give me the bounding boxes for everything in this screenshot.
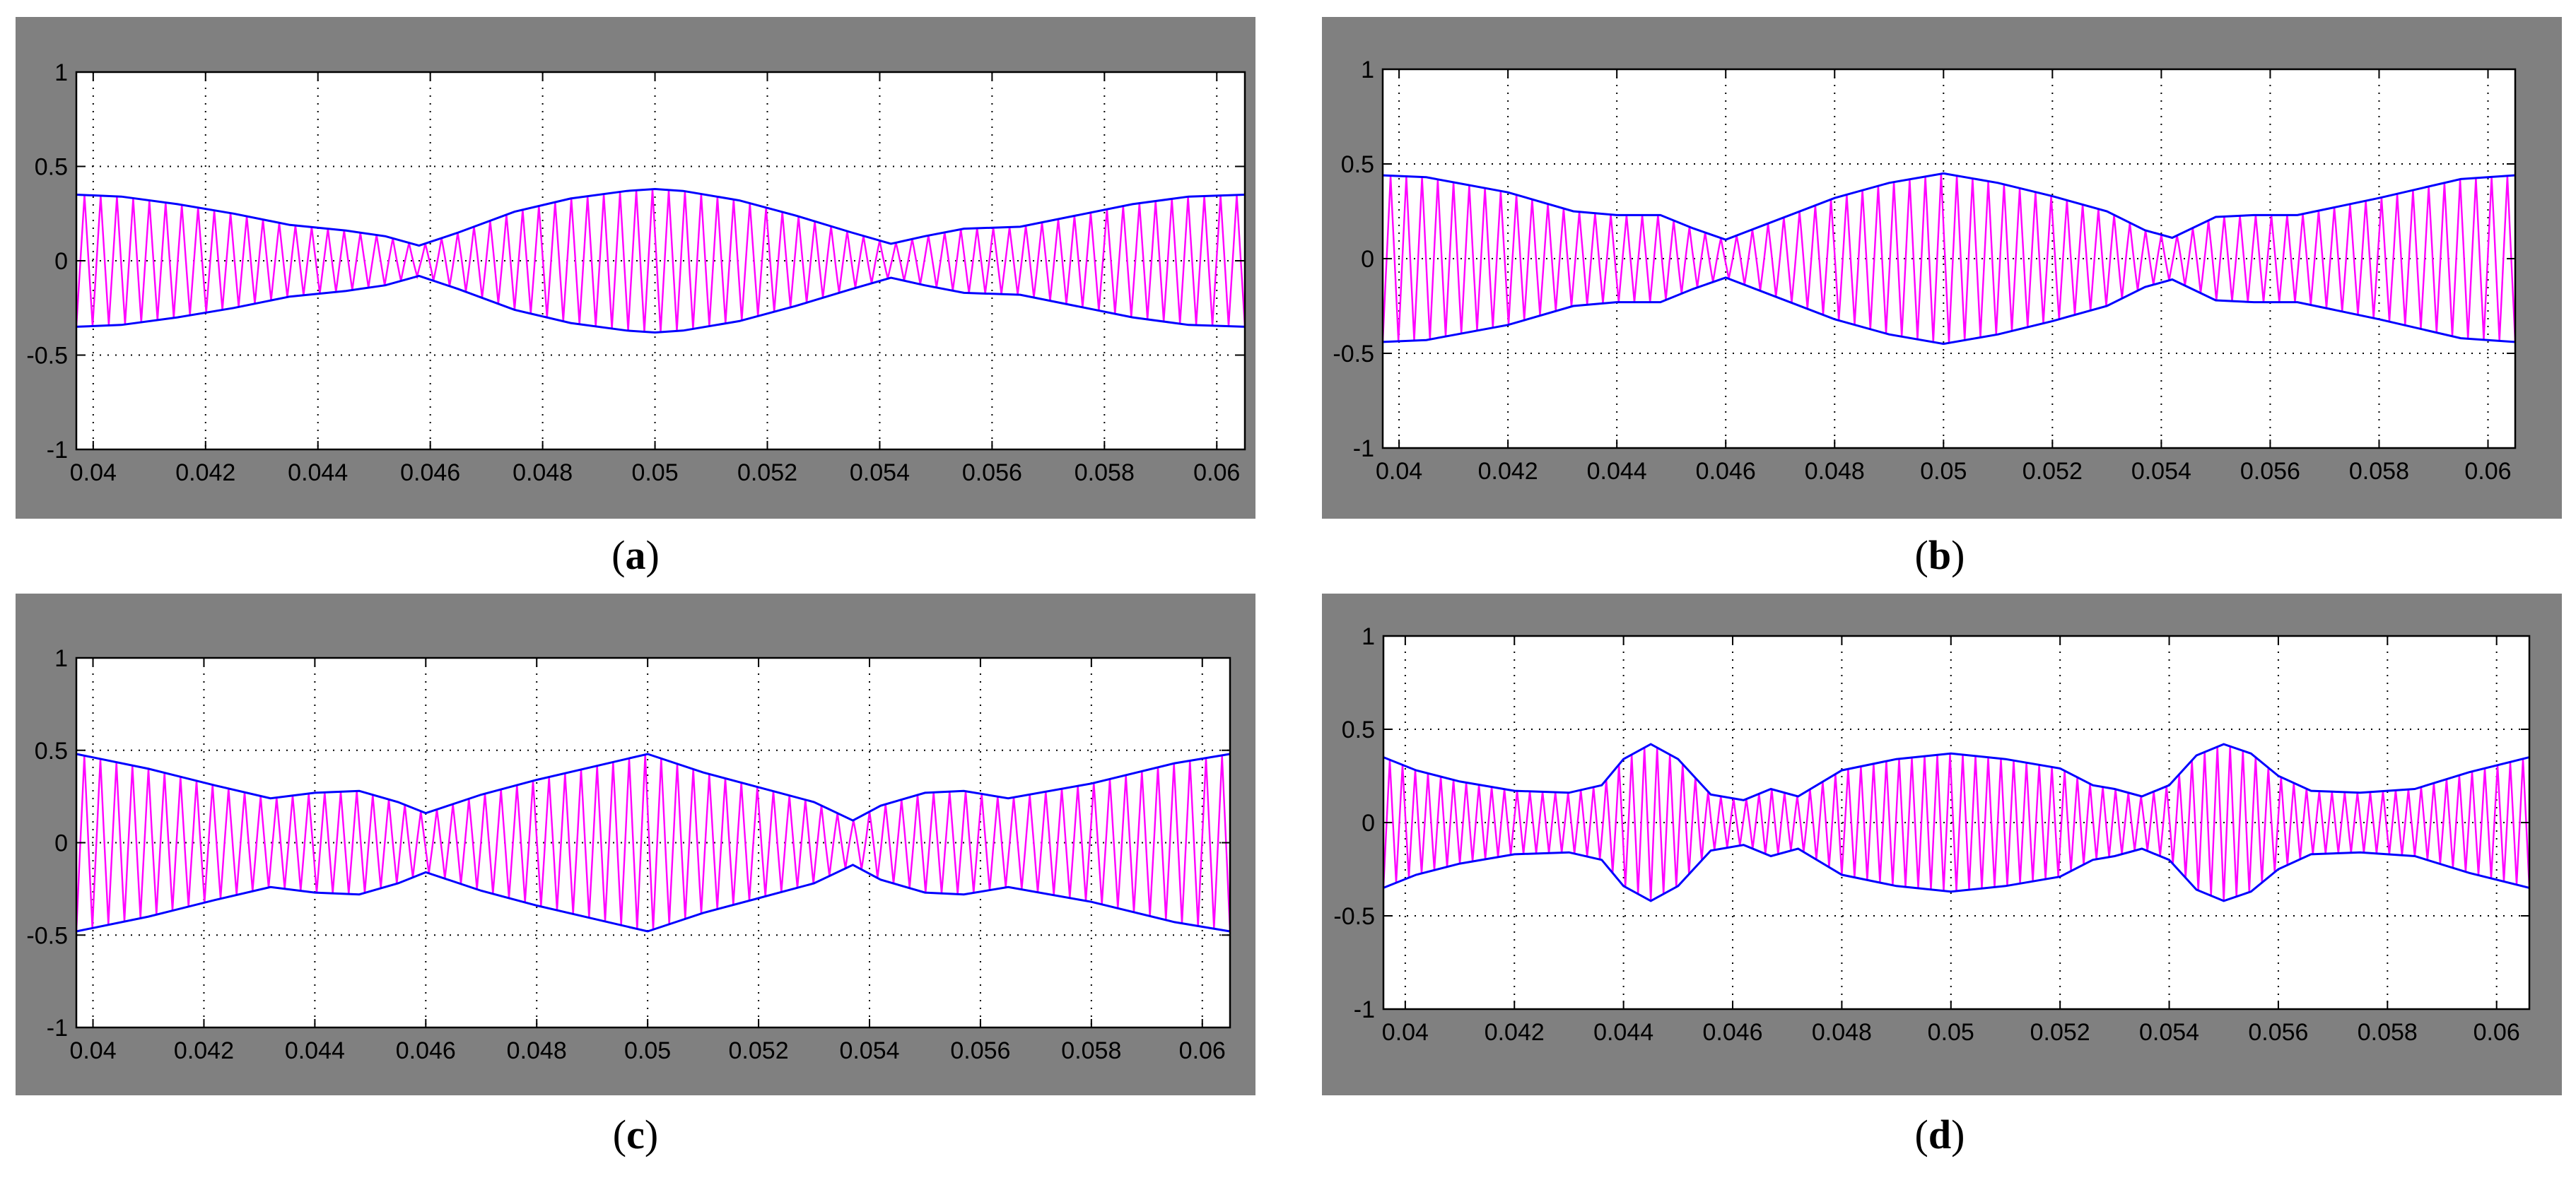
caption-a-letter: a [625, 532, 646, 578]
y-tick-label: 1 [54, 59, 68, 86]
x-tick-label: 0.042 [174, 1037, 234, 1064]
x-tick-label: 0.048 [507, 1037, 567, 1064]
y-tick-label: 1 [54, 645, 68, 672]
x-tick-label: 0.056 [950, 1037, 1010, 1064]
x-tick-label: 0.042 [175, 459, 235, 486]
x-tick-label: 0.052 [2022, 458, 2083, 485]
y-tick-label: -0.5 [26, 343, 68, 370]
x-tick-label: 0.058 [2349, 458, 2409, 485]
x-tick-label: 0.044 [1587, 458, 1647, 485]
caption-d: (d) [1914, 1112, 1965, 1158]
y-tick-label: 0.5 [1341, 151, 1374, 178]
x-tick-label: 0.052 [737, 459, 797, 486]
x-tick-label: 0.058 [1061, 1037, 1121, 1064]
chart-c: 0.04 0.042 0.044 0.046 0.048 0.05 0.052 0.054 0.… [26, 645, 1231, 1064]
x-tick-label: 0.06 [2464, 458, 2511, 485]
x-tick-label: 0.048 [1805, 458, 1865, 485]
figure-panel-b: 0.04 0.042 0.044 0.046 0.048 0.05 0.052 0.054 0.… [1322, 17, 2562, 519]
x-tick-label: 0.06 [1193, 459, 1240, 486]
caption-c-letter: c [626, 1112, 645, 1158]
x-tick-label: 0.042 [1485, 1019, 1545, 1046]
plot-area [1383, 636, 2529, 1009]
caption-d-letter: d [1928, 1112, 1952, 1158]
y-tick-label: -1 [47, 437, 68, 464]
x-tick-label: 0.044 [1593, 1019, 1653, 1046]
x-tick-label: 0.056 [962, 459, 1022, 486]
x-tick-label: 0.042 [1478, 458, 1538, 485]
x-tick-label: 0.046 [396, 1037, 456, 1064]
figure-panel-a: 0.04 0.042 0.044 0.046 0.048 0.05 0.052 0.054 0.… [16, 17, 1255, 519]
x-tick-label: 0.05 [1920, 458, 1967, 485]
y-tick-label: 0.5 [35, 154, 68, 181]
x-tick-label: 0.046 [1696, 458, 1756, 485]
y-tick-label: -1 [1354, 996, 1375, 1023]
x-tick-label: 0.054 [2139, 1019, 2199, 1046]
chart-d: 0.04 0.042 0.044 0.046 0.048 0.05 0.052 0.054 0.… [1333, 623, 2531, 1046]
y-tick-label: -0.5 [1333, 341, 1374, 367]
x-tick-label: 0.052 [2030, 1019, 2090, 1046]
upper-envelope-line [1382, 172, 2516, 241]
x-tick-label: 0.054 [850, 459, 910, 486]
x-tick-label: 0.05 [631, 459, 678, 486]
y-tick-label: 0 [54, 830, 68, 857]
x-tick-label: 0.05 [1928, 1019, 1974, 1046]
x-tick-label: 0.044 [285, 1037, 345, 1064]
x-tick-label: 0.06 [1179, 1037, 1226, 1064]
y-tick-label: 0 [54, 248, 68, 275]
y-tick-label: 0 [1361, 246, 1374, 273]
lower-envelope-line [1383, 844, 2530, 902]
x-tick-label: 0.04 [69, 1037, 116, 1064]
x-tick-label: 0.046 [400, 459, 460, 486]
x-tick-label: 0.06 [2473, 1019, 2520, 1046]
y-tick-label: -1 [1353, 435, 1374, 462]
x-tick-label: 0.048 [513, 459, 573, 486]
upper-envelope-line [76, 753, 1231, 822]
x-tick-label: 0.056 [2240, 458, 2300, 485]
x-tick-label: 0.046 [1702, 1019, 1762, 1046]
chart-b: 0.04 0.042 0.044 0.046 0.048 0.05 0.052 0.054 0.… [1333, 57, 2517, 485]
x-tick-label: 0.044 [288, 459, 348, 486]
caption-a: (a) [611, 532, 660, 578]
x-tick-label: 0.04 [1376, 458, 1422, 485]
caption-b: (b) [1914, 532, 1965, 578]
y-tick-label: -1 [47, 1015, 68, 1042]
x-tick-label: 0.048 [1812, 1019, 1872, 1046]
lower-envelope-line [1382, 276, 2516, 346]
x-tick-label: 0.05 [624, 1037, 671, 1064]
y-tick-label: -0.5 [1333, 903, 1375, 930]
caption-c: (c) [612, 1112, 659, 1158]
x-tick-label: 0.04 [1382, 1019, 1429, 1046]
y-tick-label: 0 [1362, 810, 1375, 837]
x-tick-label: 0.054 [2131, 458, 2191, 485]
figure-panel-d: 0.04 0.042 0.044 0.046 0.048 0.05 0.052 0.054 0.… [1322, 594, 2562, 1095]
y-tick-label: 0.5 [1342, 717, 1375, 743]
upper-envelope-line [76, 187, 1246, 247]
caption-b-letter: b [1928, 532, 1952, 578]
y-tick-label: 0.5 [35, 738, 68, 765]
chart-a: 0.04 0.042 0.044 0.046 0.048 0.05 0.052 0.054 0.… [26, 59, 1246, 486]
x-tick-label: 0.056 [2248, 1019, 2308, 1046]
lower-envelope-line [76, 864, 1231, 933]
upper-envelope-line [1383, 743, 2530, 801]
plot-area [1383, 69, 2515, 448]
x-tick-label: 0.04 [70, 459, 117, 486]
y-tick-label: 1 [1362, 623, 1375, 650]
x-tick-label: 0.058 [2358, 1019, 2418, 1046]
figure-panel-c: 0.04 0.042 0.044 0.046 0.048 0.05 0.052 0.054 0.… [16, 594, 1255, 1095]
x-tick-label: 0.052 [729, 1037, 789, 1064]
lower-envelope-line [76, 274, 1246, 334]
y-tick-label: 1 [1361, 57, 1374, 83]
x-tick-label: 0.054 [839, 1037, 899, 1064]
y-tick-label: -0.5 [26, 922, 68, 949]
x-tick-label: 0.058 [1075, 459, 1135, 486]
